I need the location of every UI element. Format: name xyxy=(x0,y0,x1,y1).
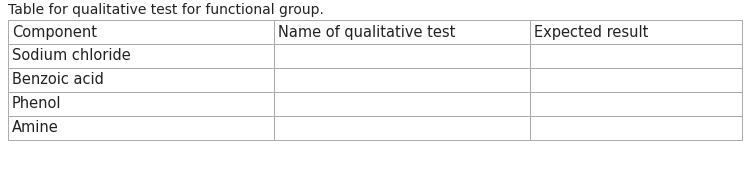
Text: Phenol: Phenol xyxy=(12,96,62,112)
Text: Expected result: Expected result xyxy=(534,25,648,40)
Text: Benzoic acid: Benzoic acid xyxy=(12,73,104,88)
Bar xyxy=(8,116,274,140)
Bar xyxy=(530,20,742,44)
Bar xyxy=(530,116,742,140)
Bar xyxy=(530,44,742,68)
Bar xyxy=(530,68,742,92)
Bar xyxy=(8,44,274,68)
Bar xyxy=(274,116,530,140)
Bar xyxy=(8,68,274,92)
Text: Sodium chloride: Sodium chloride xyxy=(12,49,130,64)
Bar xyxy=(274,20,530,44)
Text: Amine: Amine xyxy=(12,120,58,136)
Text: Table for qualitative test for functional group.: Table for qualitative test for functiona… xyxy=(8,3,324,17)
Bar xyxy=(274,92,530,116)
Bar xyxy=(274,44,530,68)
Bar xyxy=(274,68,530,92)
Bar xyxy=(8,92,274,116)
Text: Component: Component xyxy=(12,25,97,40)
Text: Name of qualitative test: Name of qualitative test xyxy=(278,25,456,40)
Bar xyxy=(530,92,742,116)
Bar xyxy=(8,20,274,44)
